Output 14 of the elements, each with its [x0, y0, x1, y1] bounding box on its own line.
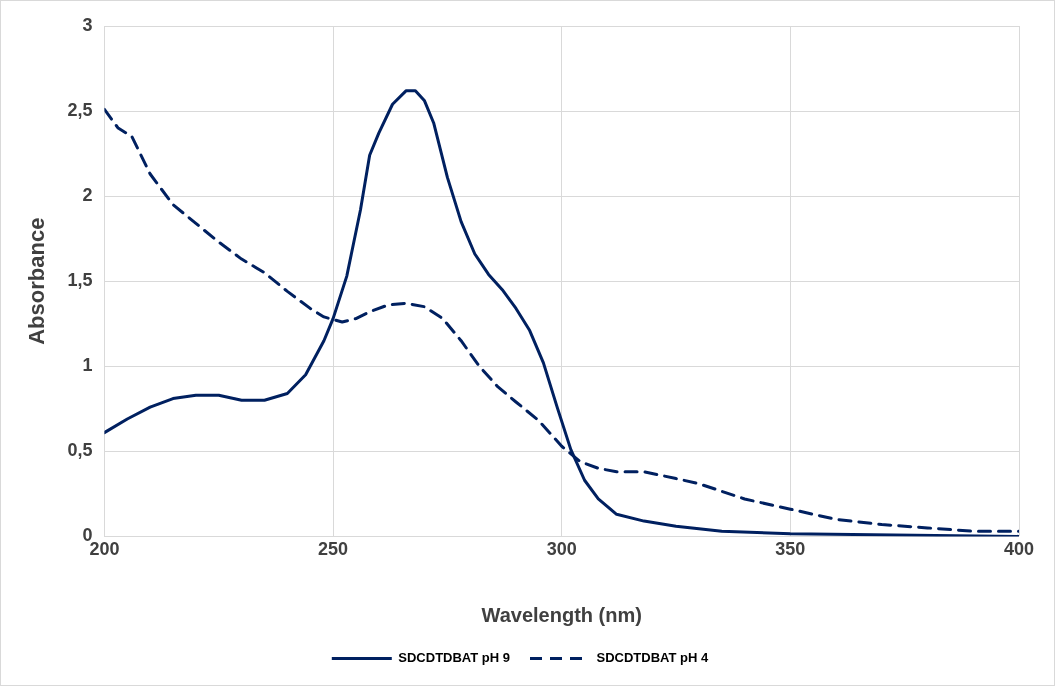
y-tick-label: 1,5 [67, 270, 93, 291]
x-tick-label: 300 [546, 539, 577, 560]
y-axis-title: Absorbance [24, 217, 50, 345]
x-axis-title: Wavelength (nm) [481, 603, 642, 626]
x-tick-label: 400 [1003, 539, 1035, 560]
legend-label: SDCDTDBAT pH 4 [596, 650, 709, 666]
x-tick-label: 350 [775, 539, 806, 560]
y-tick-label: 2,5 [67, 100, 93, 121]
y-tick-label: 1 [82, 355, 93, 376]
x-tick-label: 250 [318, 539, 349, 560]
legend-label: SDCDTDBAT pH 9 [398, 650, 510, 666]
y-tick-label: 2 [82, 185, 93, 206]
y-tick-label: 0,5 [67, 440, 93, 461]
y-tick-label: 3 [82, 14, 93, 35]
